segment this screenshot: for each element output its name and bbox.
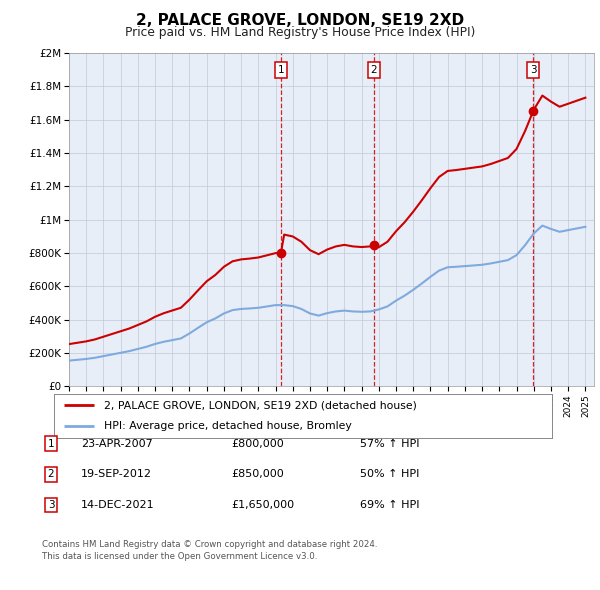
Text: 3: 3 <box>47 500 55 510</box>
Text: £800,000: £800,000 <box>231 439 284 448</box>
Text: 23-APR-2007: 23-APR-2007 <box>81 439 153 448</box>
Text: 3: 3 <box>530 65 536 75</box>
Text: 19-SEP-2012: 19-SEP-2012 <box>81 470 152 479</box>
Text: £850,000: £850,000 <box>231 470 284 479</box>
Text: 14-DEC-2021: 14-DEC-2021 <box>81 500 155 510</box>
Text: 1: 1 <box>47 439 55 448</box>
Text: 69% ↑ HPI: 69% ↑ HPI <box>360 500 419 510</box>
Text: HPI: Average price, detached house, Bromley: HPI: Average price, detached house, Brom… <box>104 421 352 431</box>
Text: Contains HM Land Registry data © Crown copyright and database right 2024.
This d: Contains HM Land Registry data © Crown c… <box>42 540 377 560</box>
Text: 50% ↑ HPI: 50% ↑ HPI <box>360 470 419 479</box>
Text: 2, PALACE GROVE, LONDON, SE19 2XD (detached house): 2, PALACE GROVE, LONDON, SE19 2XD (detac… <box>104 400 416 410</box>
Text: 2: 2 <box>371 65 377 75</box>
Text: 1: 1 <box>278 65 284 75</box>
Text: 57% ↑ HPI: 57% ↑ HPI <box>360 439 419 448</box>
Text: Price paid vs. HM Land Registry's House Price Index (HPI): Price paid vs. HM Land Registry's House … <box>125 26 475 39</box>
Text: 2: 2 <box>47 470 55 479</box>
Text: £1,650,000: £1,650,000 <box>231 500 294 510</box>
Text: 2, PALACE GROVE, LONDON, SE19 2XD: 2, PALACE GROVE, LONDON, SE19 2XD <box>136 13 464 28</box>
